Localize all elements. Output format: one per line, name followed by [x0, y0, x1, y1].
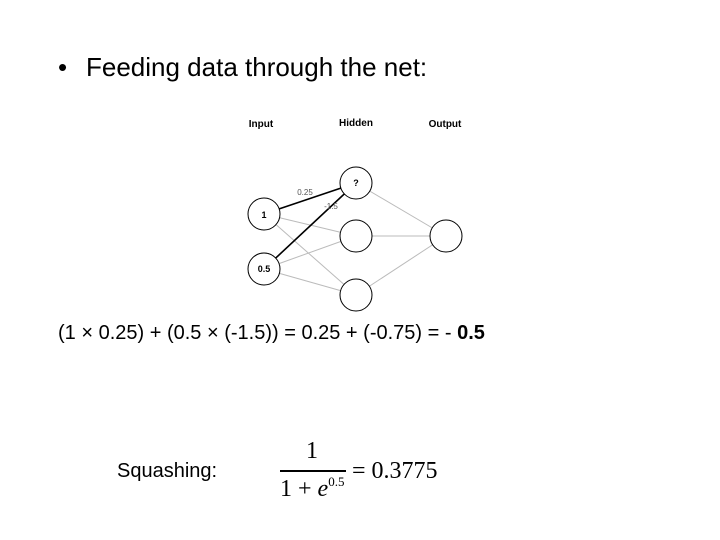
- output-layer-label: Output: [429, 119, 462, 130]
- input-node-1: [247, 197, 281, 231]
- denominator-base: 1 + e: [280, 476, 329, 502]
- edge-in2-h1: [263, 182, 357, 270]
- fraction-numerator: 1: [306, 438, 318, 464]
- bullet-heading: • Feeding data through the net:: [58, 52, 427, 83]
- fraction-denominator: 1 + e0.5: [280, 474, 345, 503]
- output-node: [429, 219, 463, 253]
- input-layer-label: Input: [249, 119, 274, 130]
- denominator-exponent: 0.5: [328, 474, 345, 489]
- edge-h3-out: [355, 235, 447, 296]
- squashing-label: Squashing:: [117, 460, 218, 482]
- input-node-2-label: 0.5: [258, 264, 271, 274]
- bullet-symbol: •: [58, 52, 68, 82]
- hidden-node-1: [339, 166, 373, 200]
- hidden-node-1-label: ?: [353, 178, 359, 188]
- input-node-2: [247, 252, 281, 286]
- fraction-bar: [280, 470, 346, 472]
- equation-expression: (1 × 0.25) + (0.5 × (-1.5)) = 0.25 + (-0…: [58, 322, 458, 344]
- nodes: [247, 166, 463, 312]
- edge-h1-out: [355, 182, 447, 237]
- hidden-node-3: [339, 278, 373, 312]
- bullet-text: Feeding data through the net:: [86, 52, 428, 82]
- hidden-layer-label: Hidden: [339, 118, 373, 129]
- weight-label-2: -1.5: [324, 202, 338, 211]
- edge-in1-h3: [263, 213, 357, 296]
- hidden-node-2: [339, 219, 373, 253]
- equation-result: 0.5: [457, 322, 485, 344]
- input-node-1-label: 1: [261, 210, 266, 220]
- weighted-sum-equation: (1 × 0.25) + (0.5 × (-1.5)) = 0.25 + (-0…: [58, 322, 485, 345]
- weight-label-1: 0.25: [297, 188, 313, 197]
- sigmoid-result: = 0.3775: [352, 458, 438, 484]
